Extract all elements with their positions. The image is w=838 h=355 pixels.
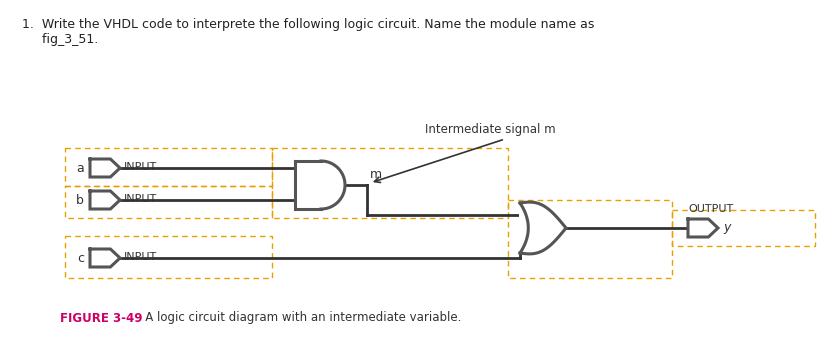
Bar xyxy=(65,186,272,218)
Text: 1.  Write the VHDL code to interprete the following logic circuit. Name the modu: 1. Write the VHDL code to interprete the… xyxy=(22,18,594,31)
Text: fig_3_51.: fig_3_51. xyxy=(22,33,98,46)
Text: Intermediate signal m: Intermediate signal m xyxy=(425,124,556,137)
Polygon shape xyxy=(90,191,120,209)
Bar xyxy=(65,236,272,278)
Bar xyxy=(272,148,508,218)
Bar xyxy=(508,200,672,278)
Bar xyxy=(65,148,272,186)
Text: a: a xyxy=(76,162,84,175)
Text: OUTPUT: OUTPUT xyxy=(688,204,733,214)
Text: m: m xyxy=(370,168,382,181)
Polygon shape xyxy=(90,159,120,177)
Polygon shape xyxy=(295,161,345,209)
Bar xyxy=(672,210,815,246)
Text: INPUT: INPUT xyxy=(124,194,158,204)
Polygon shape xyxy=(520,202,566,254)
Polygon shape xyxy=(90,249,120,267)
Text: y: y xyxy=(723,222,731,235)
Text: A logic circuit diagram with an intermediate variable.: A logic circuit diagram with an intermed… xyxy=(134,311,462,324)
Polygon shape xyxy=(688,219,718,237)
Text: INPUT: INPUT xyxy=(124,252,158,262)
Text: c: c xyxy=(77,251,84,264)
Text: b: b xyxy=(76,193,84,207)
Text: INPUT: INPUT xyxy=(124,162,158,172)
Text: FIGURE 3-49: FIGURE 3-49 xyxy=(60,311,142,324)
